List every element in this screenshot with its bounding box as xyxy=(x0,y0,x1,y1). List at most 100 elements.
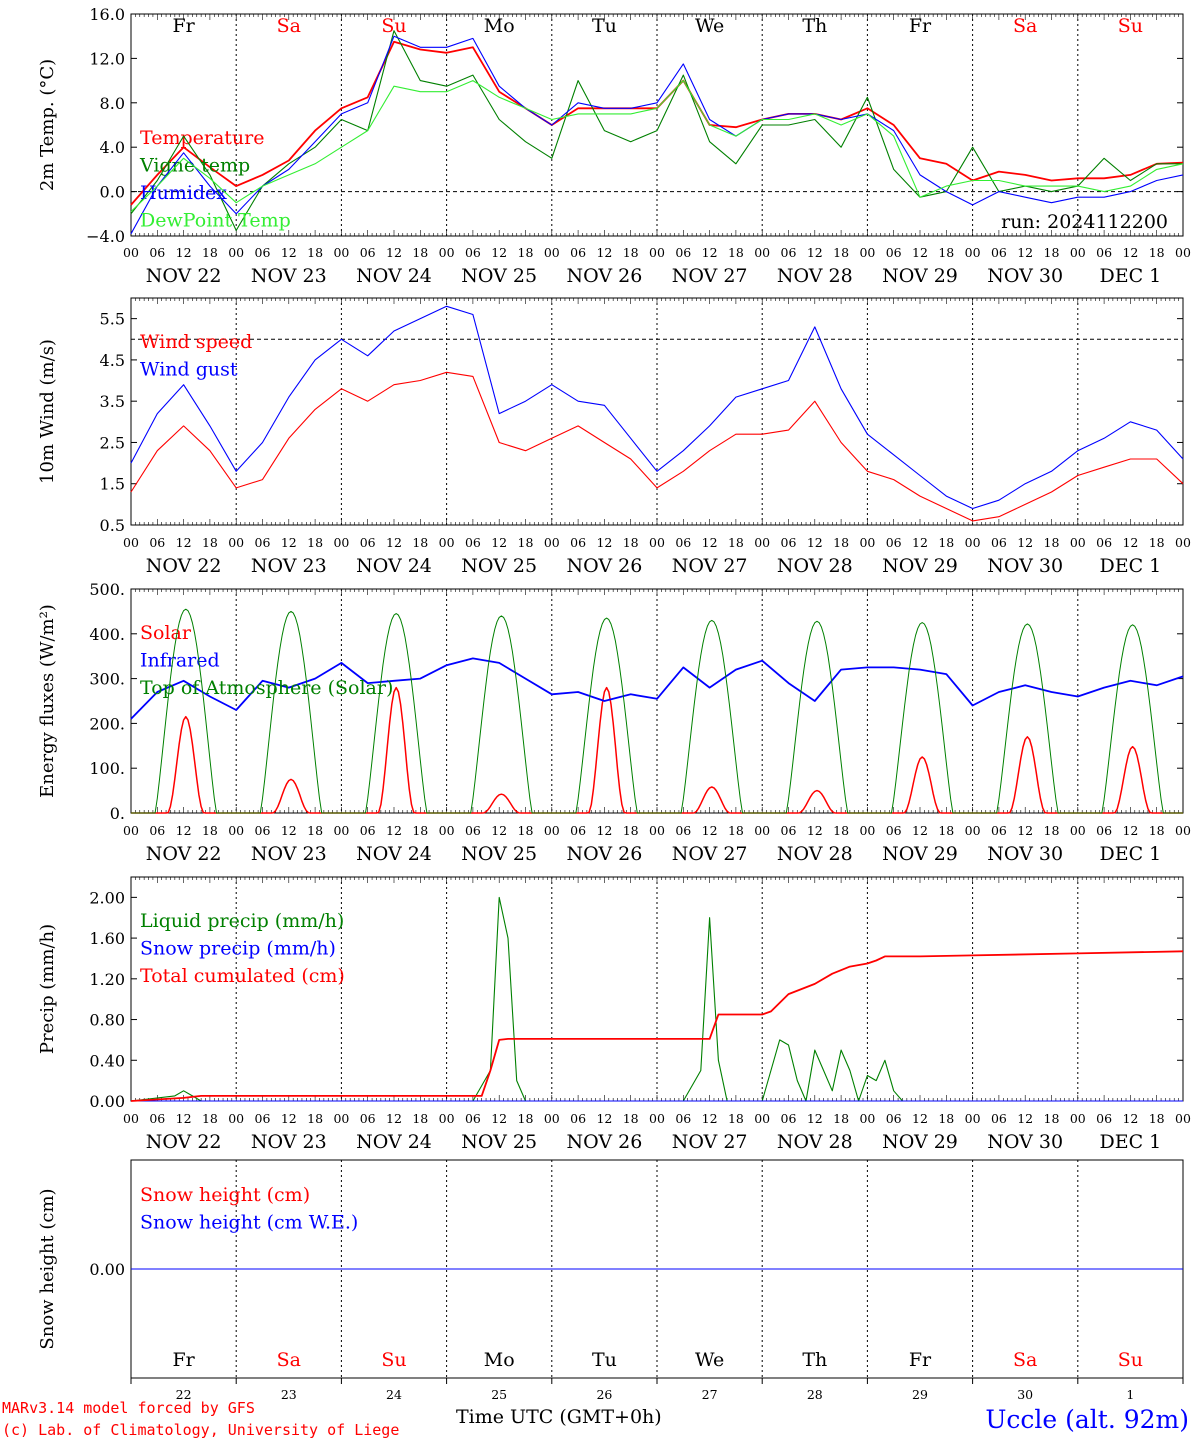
day-name-label: We xyxy=(695,15,724,37)
date-label: NOV 30 xyxy=(987,265,1063,287)
legend-item: DewPoint Temp xyxy=(140,210,291,232)
hour-tick-label: 12 xyxy=(386,245,402,260)
date-label: NOV 30 xyxy=(987,843,1063,865)
hour-tick-label: 06 xyxy=(570,1111,586,1126)
day-number-label: 30 xyxy=(1017,1387,1033,1402)
series-top-of-atmosphere-solar-line xyxy=(131,608,1183,814)
hour-tick-label: 12 xyxy=(1122,1111,1138,1126)
hour-tick-label: 18 xyxy=(938,1111,954,1126)
hour-tick-label: 18 xyxy=(1149,1111,1165,1126)
date-label: DEC 1 xyxy=(1100,843,1162,865)
legend-item: Temperature xyxy=(140,127,264,149)
y-tick-label: 12.0 xyxy=(89,49,125,68)
y-tick-label: 4.0 xyxy=(100,138,125,157)
y-tick-label: 300. xyxy=(89,670,125,689)
hour-tick-label: 12 xyxy=(1017,535,1033,550)
date-label: NOV 22 xyxy=(146,265,222,287)
date-label: NOV 27 xyxy=(672,1131,748,1153)
legend-item: Snow height (cm W.E.) xyxy=(140,1212,358,1234)
hour-tick-label: 12 xyxy=(596,1111,612,1126)
y-tick-label: 0.40 xyxy=(89,1051,125,1070)
hour-tick-label: 06 xyxy=(465,823,481,838)
y-tick-label: 4.5 xyxy=(100,351,125,370)
hour-tick-label: 18 xyxy=(412,1111,428,1126)
hour-tick-label: 12 xyxy=(281,1111,297,1126)
hour-tick-label: 18 xyxy=(307,823,323,838)
hour-tick-label: 00 xyxy=(859,1111,875,1126)
hour-tick-label: 18 xyxy=(833,245,849,260)
y-tick-label: 0.0 xyxy=(100,183,125,202)
hour-tick-label: 12 xyxy=(702,1111,718,1126)
hour-tick-label: 00 xyxy=(859,823,875,838)
hour-tick-label: 12 xyxy=(912,823,928,838)
hour-tick-label: 06 xyxy=(675,823,691,838)
day-name-label: Tu xyxy=(592,15,617,37)
y-axis-title: Energy fluxes (W/m²) xyxy=(37,604,58,798)
hour-tick-label: 06 xyxy=(465,1111,481,1126)
date-label: NOV 29 xyxy=(882,1131,958,1153)
chart-panel-3: 00 06 12 18 00 06 12 18 00 06 12 18 00 06 12 18 00 06 12 18… xyxy=(37,580,1191,865)
day-name-label: Fr xyxy=(172,15,195,37)
hour-tick-label: 00 xyxy=(228,535,244,550)
day-name-label: Th xyxy=(802,15,827,37)
y-tick-label: 200. xyxy=(89,714,125,733)
hour-tick-label: 12 xyxy=(807,245,823,260)
hour-tick-label: 18 xyxy=(307,535,323,550)
hour-tick-label: 12 xyxy=(491,245,507,260)
hour-tick-label: 00 xyxy=(333,823,349,838)
chart-panel-4: 00 06 12 18 00 06 12 18 00 06 12 18 00 06 12 18 00 06 12 18… xyxy=(37,876,1191,1153)
hour-tick-label: 12 xyxy=(176,1111,192,1126)
y-tick-label: 0.5 xyxy=(100,516,125,535)
hour-tick-label: 06 xyxy=(1096,245,1112,260)
legend-item: Wind gust xyxy=(140,359,238,381)
hour-tick-label: 00 xyxy=(544,823,560,838)
hour-tick-label: 12 xyxy=(807,1111,823,1126)
y-tick-label: 1.60 xyxy=(89,929,125,948)
series-vigne-temp-line xyxy=(130,30,1183,231)
hour-tick-label: 12 xyxy=(281,823,297,838)
legend-item: Wind speed xyxy=(140,331,252,353)
day-name-label: Fr xyxy=(172,1349,195,1371)
day-name-label: Su xyxy=(381,15,406,37)
day-number-label: 25 xyxy=(491,1387,507,1402)
hour-tick-label: 12 xyxy=(1017,823,1033,838)
hour-tick-label: 00 xyxy=(123,245,139,260)
hour-tick-label: 00 xyxy=(123,823,139,838)
hour-tick-label: 06 xyxy=(360,245,376,260)
hour-tick-label: 00 xyxy=(965,535,981,550)
hour-tick-label: 00 xyxy=(859,245,875,260)
hour-tick-label: 12 xyxy=(912,245,928,260)
date-label: NOV 29 xyxy=(882,555,958,577)
hour-tick-label: 06 xyxy=(255,245,271,260)
date-label: NOV 28 xyxy=(777,1131,853,1153)
hour-tick-label: 06 xyxy=(360,823,376,838)
hour-tick-label: 18 xyxy=(623,823,639,838)
date-label: NOV 30 xyxy=(987,1131,1063,1153)
chart-panel-5: 0.00 Snow height (cm) Snow height (cm) Snow… xyxy=(37,1159,1184,1402)
y-tick-label: 0. xyxy=(110,804,125,823)
run-annotation: run: 2024112200 xyxy=(1001,211,1168,233)
hour-tick-label: 18 xyxy=(307,245,323,260)
hour-tick-label: 06 xyxy=(675,1111,691,1126)
hour-tick-label: 00 xyxy=(1175,1111,1191,1126)
hour-tick-label: 00 xyxy=(649,823,665,838)
station-label: Uccle (alt. 92m) xyxy=(985,1405,1189,1434)
date-label: NOV 25 xyxy=(461,1131,537,1153)
hour-tick-label: 06 xyxy=(465,535,481,550)
hour-tick-label: 00 xyxy=(333,245,349,260)
hour-tick-label: 12 xyxy=(1122,245,1138,260)
date-label: NOV 27 xyxy=(672,265,748,287)
hour-tick-label: 00 xyxy=(544,535,560,550)
day-name-label: Sa xyxy=(277,15,301,37)
hour-tick-label: 06 xyxy=(675,245,691,260)
hour-tick-label: 06 xyxy=(991,535,1007,550)
hour-tick-label: 06 xyxy=(570,823,586,838)
date-label: NOV 29 xyxy=(882,265,958,287)
hour-tick-label: 06 xyxy=(886,535,902,550)
hour-tick-label: 18 xyxy=(412,823,428,838)
hour-tick-label: 12 xyxy=(702,245,718,260)
hour-tick-label: 06 xyxy=(255,1111,271,1126)
hour-tick-label: 06 xyxy=(255,535,271,550)
hour-tick-label: 18 xyxy=(1044,535,1060,550)
